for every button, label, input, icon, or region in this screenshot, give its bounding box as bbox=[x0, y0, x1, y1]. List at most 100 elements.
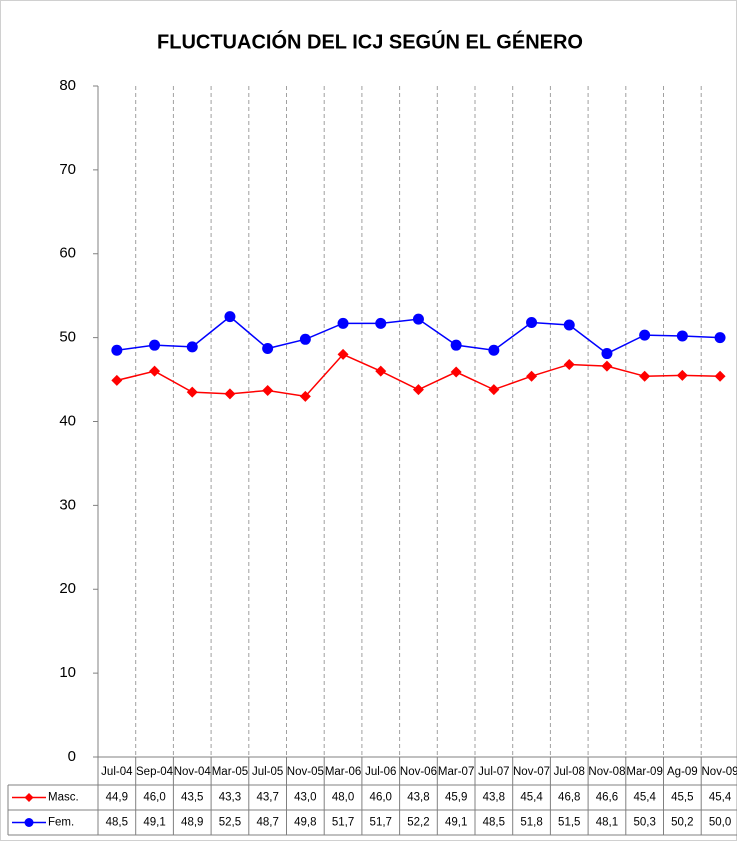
data-label: 45,9 bbox=[445, 792, 467, 804]
data-label: 51,7 bbox=[332, 817, 354, 829]
data-label: 48,7 bbox=[256, 817, 278, 829]
y-tick-label: 60 bbox=[59, 245, 76, 262]
marker bbox=[149, 339, 161, 351]
x-tick-label: Jul-04 bbox=[101, 766, 133, 778]
x-tick-label: Ag-09 bbox=[667, 766, 698, 778]
marker bbox=[563, 319, 575, 331]
marker bbox=[111, 374, 123, 386]
data-label: 43,8 bbox=[407, 792, 429, 804]
marker bbox=[186, 341, 198, 353]
data-label: 43,7 bbox=[256, 792, 278, 804]
y-tick-label: 10 bbox=[59, 664, 76, 681]
data-label: 43,5 bbox=[181, 792, 203, 804]
marker bbox=[186, 386, 198, 398]
x-tick-label: Mar-05 bbox=[212, 766, 248, 778]
marker bbox=[262, 343, 274, 355]
legend-label: Masc. bbox=[48, 792, 79, 804]
data-label: 45,5 bbox=[671, 792, 693, 804]
marker bbox=[224, 311, 236, 323]
data-label: 46,0 bbox=[370, 792, 392, 804]
y-tick-label: 70 bbox=[59, 161, 76, 178]
y-tick-label: 20 bbox=[59, 580, 76, 597]
marker bbox=[601, 360, 613, 372]
marker bbox=[526, 370, 538, 382]
data-label: 48,1 bbox=[596, 817, 618, 829]
data-label: 46,0 bbox=[143, 792, 165, 804]
x-tick-label: Nov-08 bbox=[588, 766, 625, 778]
data-label: 50,0 bbox=[709, 817, 731, 829]
marker bbox=[488, 384, 500, 396]
x-tick-label: Mar-06 bbox=[325, 766, 361, 778]
marker bbox=[299, 333, 311, 345]
marker bbox=[149, 365, 161, 377]
marker bbox=[639, 329, 651, 341]
data-label: 43,0 bbox=[294, 792, 316, 804]
marker bbox=[714, 332, 726, 344]
x-tick-label: Mar-07 bbox=[438, 766, 474, 778]
data-label: 48,5 bbox=[483, 817, 505, 829]
data-label: 43,8 bbox=[483, 792, 505, 804]
marker bbox=[224, 388, 236, 400]
data-label: 49,8 bbox=[294, 817, 316, 829]
x-tick-label: Nov-04 bbox=[174, 766, 212, 778]
marker bbox=[488, 344, 500, 356]
legend-label: Fem. bbox=[48, 817, 74, 829]
y-tick-label: 0 bbox=[68, 748, 76, 765]
x-tick-label: Jul-07 bbox=[478, 766, 509, 778]
marker bbox=[450, 366, 462, 378]
marker bbox=[714, 370, 726, 382]
chart-title: FLUCTUACIÓN DEL ICJ SEGÚN EL GÉNERO bbox=[157, 29, 583, 53]
data-label: 43,3 bbox=[219, 792, 241, 804]
y-tick-label: 80 bbox=[59, 77, 76, 94]
x-tick-label: Sep-04 bbox=[136, 766, 174, 778]
x-tick-label: Mar-09 bbox=[626, 766, 662, 778]
marker bbox=[450, 339, 462, 351]
marker bbox=[111, 344, 123, 356]
data-label: 49,1 bbox=[143, 817, 165, 829]
marker bbox=[262, 384, 274, 396]
x-tick-label: Jul-06 bbox=[365, 766, 396, 778]
data-label: 45,4 bbox=[520, 792, 543, 804]
marker bbox=[337, 348, 349, 360]
x-tick-label: Nov-09 bbox=[702, 766, 737, 778]
data-label: 48,5 bbox=[106, 817, 128, 829]
y-tick-label: 50 bbox=[59, 329, 76, 346]
y-tick-label: 40 bbox=[59, 412, 76, 429]
legend-marker bbox=[24, 818, 34, 827]
data-label: 45,4 bbox=[709, 792, 732, 804]
marker bbox=[412, 384, 424, 396]
data-label: 46,6 bbox=[596, 792, 618, 804]
marker bbox=[412, 313, 424, 325]
legend-marker bbox=[24, 793, 34, 802]
marker bbox=[375, 365, 387, 377]
marker bbox=[563, 358, 575, 370]
data-label: 50,2 bbox=[671, 817, 693, 829]
x-tick-label: Nov-06 bbox=[400, 766, 437, 778]
data-label: 48,0 bbox=[332, 792, 354, 804]
marker bbox=[601, 348, 613, 360]
x-tick-label: Nov-05 bbox=[287, 766, 324, 778]
data-label: 46,8 bbox=[558, 792, 580, 804]
data-label: 48,9 bbox=[181, 817, 203, 829]
marker bbox=[639, 370, 651, 382]
data-label: 49,1 bbox=[445, 817, 467, 829]
marker bbox=[676, 369, 688, 381]
x-tick-label: Nov-07 bbox=[513, 766, 550, 778]
marker bbox=[337, 317, 349, 329]
data-label: 50,3 bbox=[633, 817, 655, 829]
marker bbox=[676, 330, 688, 342]
data-label: 51,7 bbox=[370, 817, 392, 829]
data-label: 52,5 bbox=[219, 817, 241, 829]
data-label: 51,5 bbox=[558, 817, 580, 829]
data-label: 52,2 bbox=[407, 817, 429, 829]
x-tick-label: Jul-05 bbox=[252, 766, 283, 778]
data-label: 51,8 bbox=[520, 817, 542, 829]
marker bbox=[375, 317, 387, 329]
data-label: 44,9 bbox=[106, 792, 128, 804]
x-tick-label: Jul-08 bbox=[554, 766, 585, 778]
marker bbox=[299, 390, 311, 402]
y-tick-label: 30 bbox=[59, 496, 76, 513]
data-label: 45,4 bbox=[633, 792, 656, 804]
